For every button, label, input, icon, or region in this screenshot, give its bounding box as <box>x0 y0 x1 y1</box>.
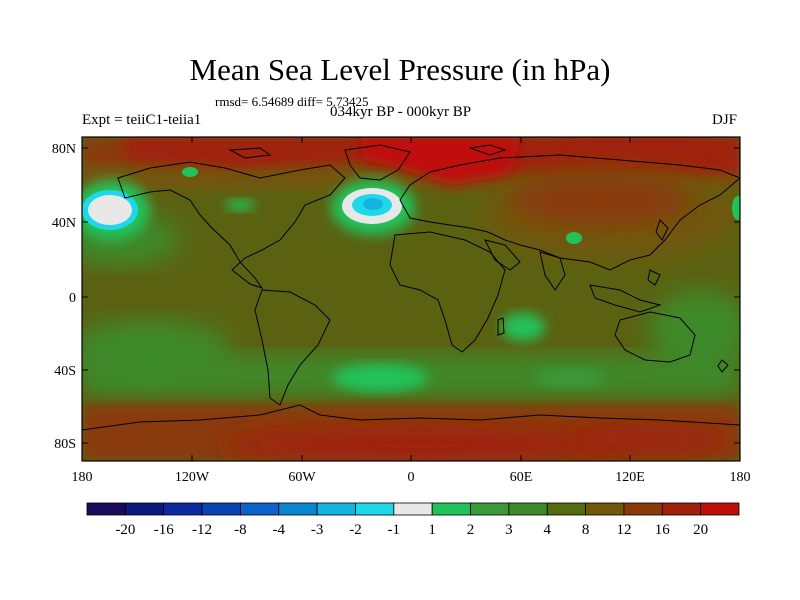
lat-label-0: 0 <box>69 291 76 306</box>
experiment-label: Expt = teiiC1-teiia1 <box>82 112 202 128</box>
lon-label-120e: 120E <box>615 470 645 485</box>
colorbar-tick-label: 20 <box>693 522 708 538</box>
latitude-labels: 80N 40N 0 40S 80S <box>52 142 76 452</box>
colorbar-swatch <box>163 502 203 516</box>
colorbar-tick-label: -12 <box>192 522 212 538</box>
lon-label-180-right: 180 <box>730 470 751 485</box>
colorbar-tick-label: 1 <box>428 522 436 538</box>
lat-label-40s: 40S <box>54 364 76 379</box>
colorbar-swatch <box>585 502 625 516</box>
rmsd-diff-stats: rmsd= 6.54689 diff= 5.73425 <box>215 94 369 109</box>
longitude-labels: 180 120W 60W 0 60E 120E 180 <box>72 470 751 485</box>
colorbar-tick-label: -8 <box>234 522 247 538</box>
colorbar-swatch <box>86 502 126 516</box>
colorbar <box>86 502 740 516</box>
colorbar-tick-label: 3 <box>505 522 513 538</box>
colorbar-swatch <box>623 502 663 516</box>
colorbar-swatch <box>124 502 165 516</box>
season-label: DJF <box>712 112 738 128</box>
lat-label-80s: 80S <box>54 437 76 452</box>
colorbar-tick-label: 4 <box>543 522 551 538</box>
colorbar-tick-label: -3 <box>311 522 324 538</box>
map-title: Mean Sea Level Pressure (in hPa) <box>189 52 611 87</box>
colorbar-swatch <box>278 502 318 516</box>
lat-label-40n: 40N <box>52 216 76 231</box>
colorbar-tick-label: -20 <box>115 522 135 538</box>
colorbar-labels: -20 -16 -12 -8 -4 -3 -2 -1 1 2 3 4 8 12 16 20 <box>115 522 708 538</box>
coastlines <box>82 144 740 431</box>
colorbar-tick-label: -2 <box>349 522 362 538</box>
colorbar-swatch <box>201 502 241 516</box>
colorbar-tick-label: 12 <box>616 522 631 538</box>
colorbar-swatch <box>316 502 356 516</box>
colorbar-tick-label: 8 <box>582 522 590 538</box>
pressure-field <box>82 137 740 461</box>
lon-label-180-left: 180 <box>72 470 93 485</box>
colorbar-swatch <box>431 502 471 516</box>
colorbar-swatch <box>355 502 395 516</box>
tick-marks <box>82 137 740 461</box>
colorbar-swatch <box>240 502 280 516</box>
time-period-subtitle: 034kyr BP - 000kyr BP <box>330 104 472 120</box>
colorbar-tick-label: 2 <box>467 522 475 538</box>
colorbar-tick-label: 16 <box>655 522 671 538</box>
colorbar-tick-label: -4 <box>273 522 286 538</box>
colorbar-tick-label: -1 <box>388 522 401 538</box>
lon-label-120w: 120W <box>175 470 210 485</box>
lat-label-80n: 80N <box>52 142 76 157</box>
lon-label-60e: 60E <box>510 470 533 485</box>
colorbar-swatch <box>393 502 433 516</box>
colorbar-tick-label: -16 <box>154 522 174 538</box>
colorbar-swatch <box>470 502 510 516</box>
lon-label-60w: 60W <box>288 470 316 485</box>
colorbar-swatch <box>700 502 740 516</box>
lon-label-0: 0 <box>408 470 415 485</box>
colorbar-swatch <box>661 502 702 516</box>
colorbar-swatch <box>508 502 548 516</box>
colorbar-swatch <box>546 502 586 516</box>
